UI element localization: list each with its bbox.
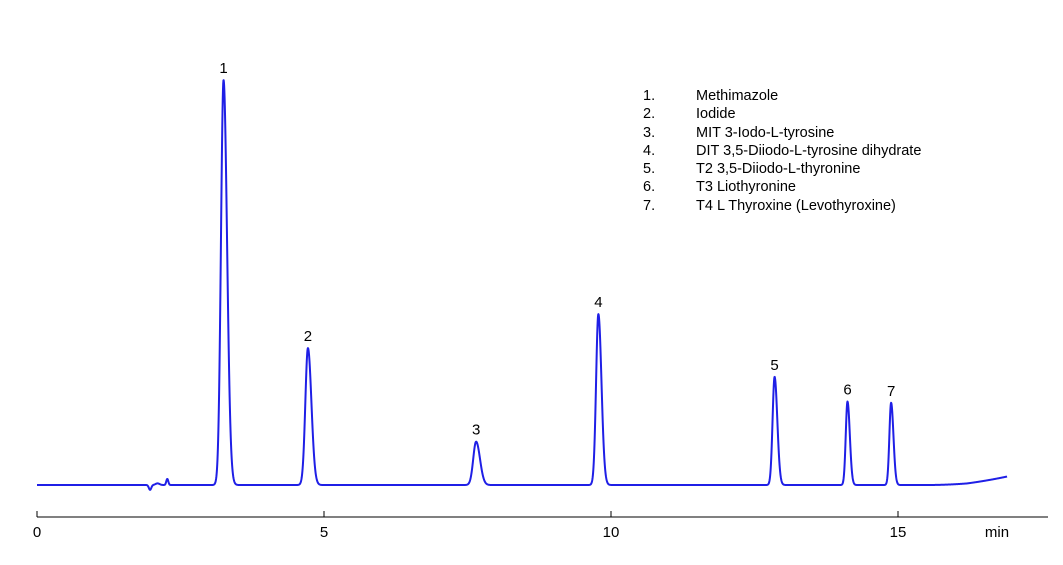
peak-label-5: 5 bbox=[770, 357, 778, 374]
legend-name: Methimazole bbox=[696, 88, 779, 104]
legend-name: T2 3,5-Diiodo-L-thyronine bbox=[696, 161, 861, 178]
peak-label-2: 2 bbox=[304, 328, 312, 345]
legend-number: 1. bbox=[643, 88, 656, 104]
peak-label-4: 4 bbox=[594, 294, 602, 311]
legend-name: MIT 3-Iodo-L-tyrosine bbox=[696, 124, 835, 141]
x-tick-label: 5 bbox=[320, 524, 328, 541]
peak-label-6: 6 bbox=[843, 382, 851, 399]
x-axis: 0 5 10 15 min bbox=[33, 511, 1048, 541]
x-unit-label: min bbox=[985, 524, 1009, 541]
legend-number: 2. bbox=[643, 106, 656, 123]
peak-label-3: 3 bbox=[472, 422, 480, 439]
legend-name: DIT 3,5-Diiodo-L-tyrosine dihydrate bbox=[696, 142, 922, 159]
peak-label-1: 1 bbox=[219, 60, 227, 77]
x-tick-label: 10 bbox=[603, 524, 620, 541]
legend-item: 3. MIT 3-Iodo-L-tyrosine bbox=[643, 124, 921, 142]
legend-name: T4 L Thyroxine (Levothyroxine) bbox=[696, 197, 896, 214]
legend: 1. Methimazole 2. Iodide 3. MIT 3-Iodo-L-tyro… bbox=[643, 87, 921, 215]
legend-number: 6. bbox=[643, 179, 656, 196]
legend-number: 4. bbox=[643, 142, 656, 159]
legend-item: 1. Methimazole bbox=[643, 87, 921, 105]
legend-number: 3. bbox=[643, 124, 656, 141]
legend-name: T3 Liothyronine bbox=[696, 179, 796, 196]
legend-item: 5. T2 3,5-Diiodo-L-thyronine bbox=[643, 160, 921, 178]
legend-item: 7. T4 L Thyroxine (Levothyroxine) bbox=[643, 197, 921, 215]
chromatogram-trace bbox=[36, 79, 1008, 491]
legend-number: 7. bbox=[643, 197, 656, 214]
legend-name: Iodide bbox=[696, 106, 736, 123]
x-tick-label: 15 bbox=[890, 524, 907, 541]
legend-item: 2. Iodide bbox=[643, 105, 921, 123]
legend-item: 4. DIT 3,5-Diiodo-L-tyrosine dihydrate bbox=[643, 142, 921, 160]
legend-number: 5. bbox=[643, 161, 656, 178]
legend-item: 6. T3 Liothyronine bbox=[643, 178, 921, 196]
peak-label-7: 7 bbox=[887, 383, 895, 400]
x-tick-label: 0 bbox=[33, 524, 41, 541]
peak-labels: 1 2 3 4 5 6 7 bbox=[219, 60, 895, 439]
